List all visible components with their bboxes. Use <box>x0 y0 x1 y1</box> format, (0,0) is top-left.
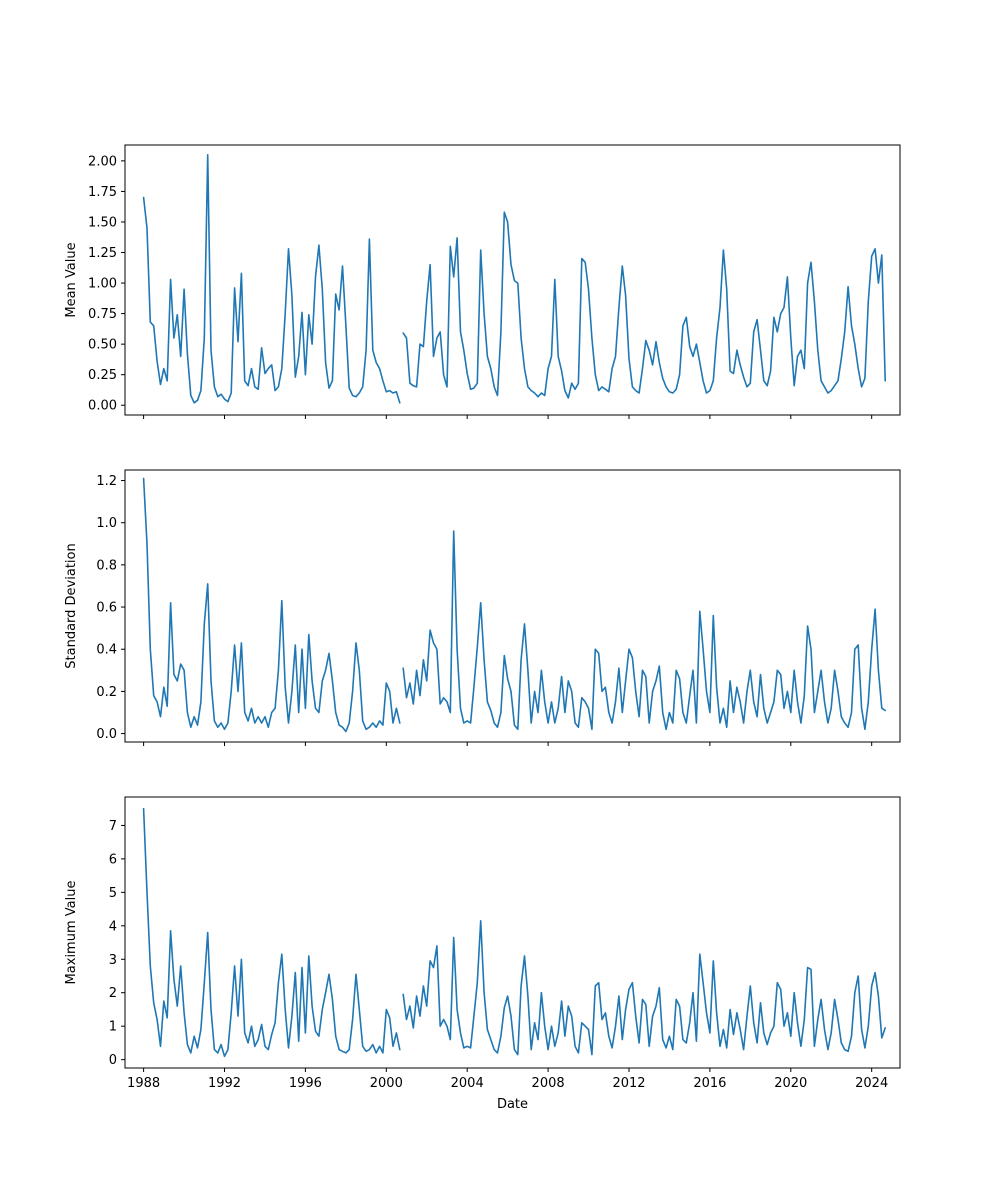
y-tick-label: 7 <box>109 819 117 834</box>
x-tick-label: 1996 <box>289 1076 322 1091</box>
subplot-1: 0.00 0.25 0.50 0.75 1.00 1.25 1.50 1.75 2.00 Mean… <box>64 144 901 419</box>
subplot-2: 0.0 0.2 0.4 0.6 0.8 1.0 1.2 Standard Deviation <box>64 469 901 746</box>
y-tick-label: 0.00 <box>88 399 117 414</box>
y-tick-label: 3 <box>109 953 117 968</box>
plot-frame <box>124 796 901 1069</box>
series-line <box>142 477 886 733</box>
y-tick-label: 1.75 <box>88 185 117 200</box>
y-tick-label: 2 <box>109 986 117 1001</box>
y-tick-label: 1.00 <box>88 277 117 292</box>
y-tick-label: 2.00 <box>88 154 117 169</box>
y-tick-label: 0.50 <box>88 338 117 353</box>
y-tick-label: 0.25 <box>88 368 117 383</box>
y-axis-label: Standard Deviation <box>64 543 79 668</box>
x-tick-label: 2020 <box>774 1076 807 1091</box>
x-tick-label: 1988 <box>127 1076 160 1091</box>
subplot-3: 0 1 2 3 4 5 6 7 1988 1992 1996 2000 2004 2008 2012 2016… <box>64 796 901 1112</box>
y-tick-label: 0.8 <box>96 558 117 573</box>
series-line <box>142 154 886 404</box>
y-tick-label: 1.50 <box>88 215 117 230</box>
x-tick-label: 2012 <box>612 1076 645 1091</box>
series-line <box>142 807 886 1058</box>
x-axis-label: Date <box>497 1097 528 1112</box>
y-axis-label: Mean Value <box>64 242 79 317</box>
y-tick-label: 1.2 <box>96 474 117 489</box>
y-tick-label: 1 <box>109 1020 117 1035</box>
x-tick-label: 2004 <box>451 1076 484 1091</box>
x-tick-label: 2016 <box>693 1076 726 1091</box>
y-tick-label: 0 <box>109 1053 117 1068</box>
y-tick-label: 0.6 <box>96 601 117 616</box>
plot-frame <box>124 144 901 416</box>
y-tick-label: 6 <box>109 852 117 867</box>
y-tick-label: 5 <box>109 886 117 901</box>
x-tick-label: 2000 <box>370 1076 403 1091</box>
y-tick-label: 1.0 <box>96 516 117 531</box>
y-tick-label: 0.2 <box>96 685 117 700</box>
y-axis-label: Maximum Value <box>64 881 79 985</box>
plot-frame <box>124 469 901 743</box>
x-tick-label: 2024 <box>855 1076 888 1091</box>
y-tick-label: 1.25 <box>88 246 117 261</box>
y-tick-label: 4 <box>109 919 117 934</box>
y-tick-label: 0.0 <box>96 727 117 742</box>
y-tick-label: 0.4 <box>96 643 117 658</box>
y-tick-label: 0.75 <box>88 307 117 322</box>
x-tick-label: 2008 <box>532 1076 565 1091</box>
x-tick-label: 1992 <box>208 1076 241 1091</box>
